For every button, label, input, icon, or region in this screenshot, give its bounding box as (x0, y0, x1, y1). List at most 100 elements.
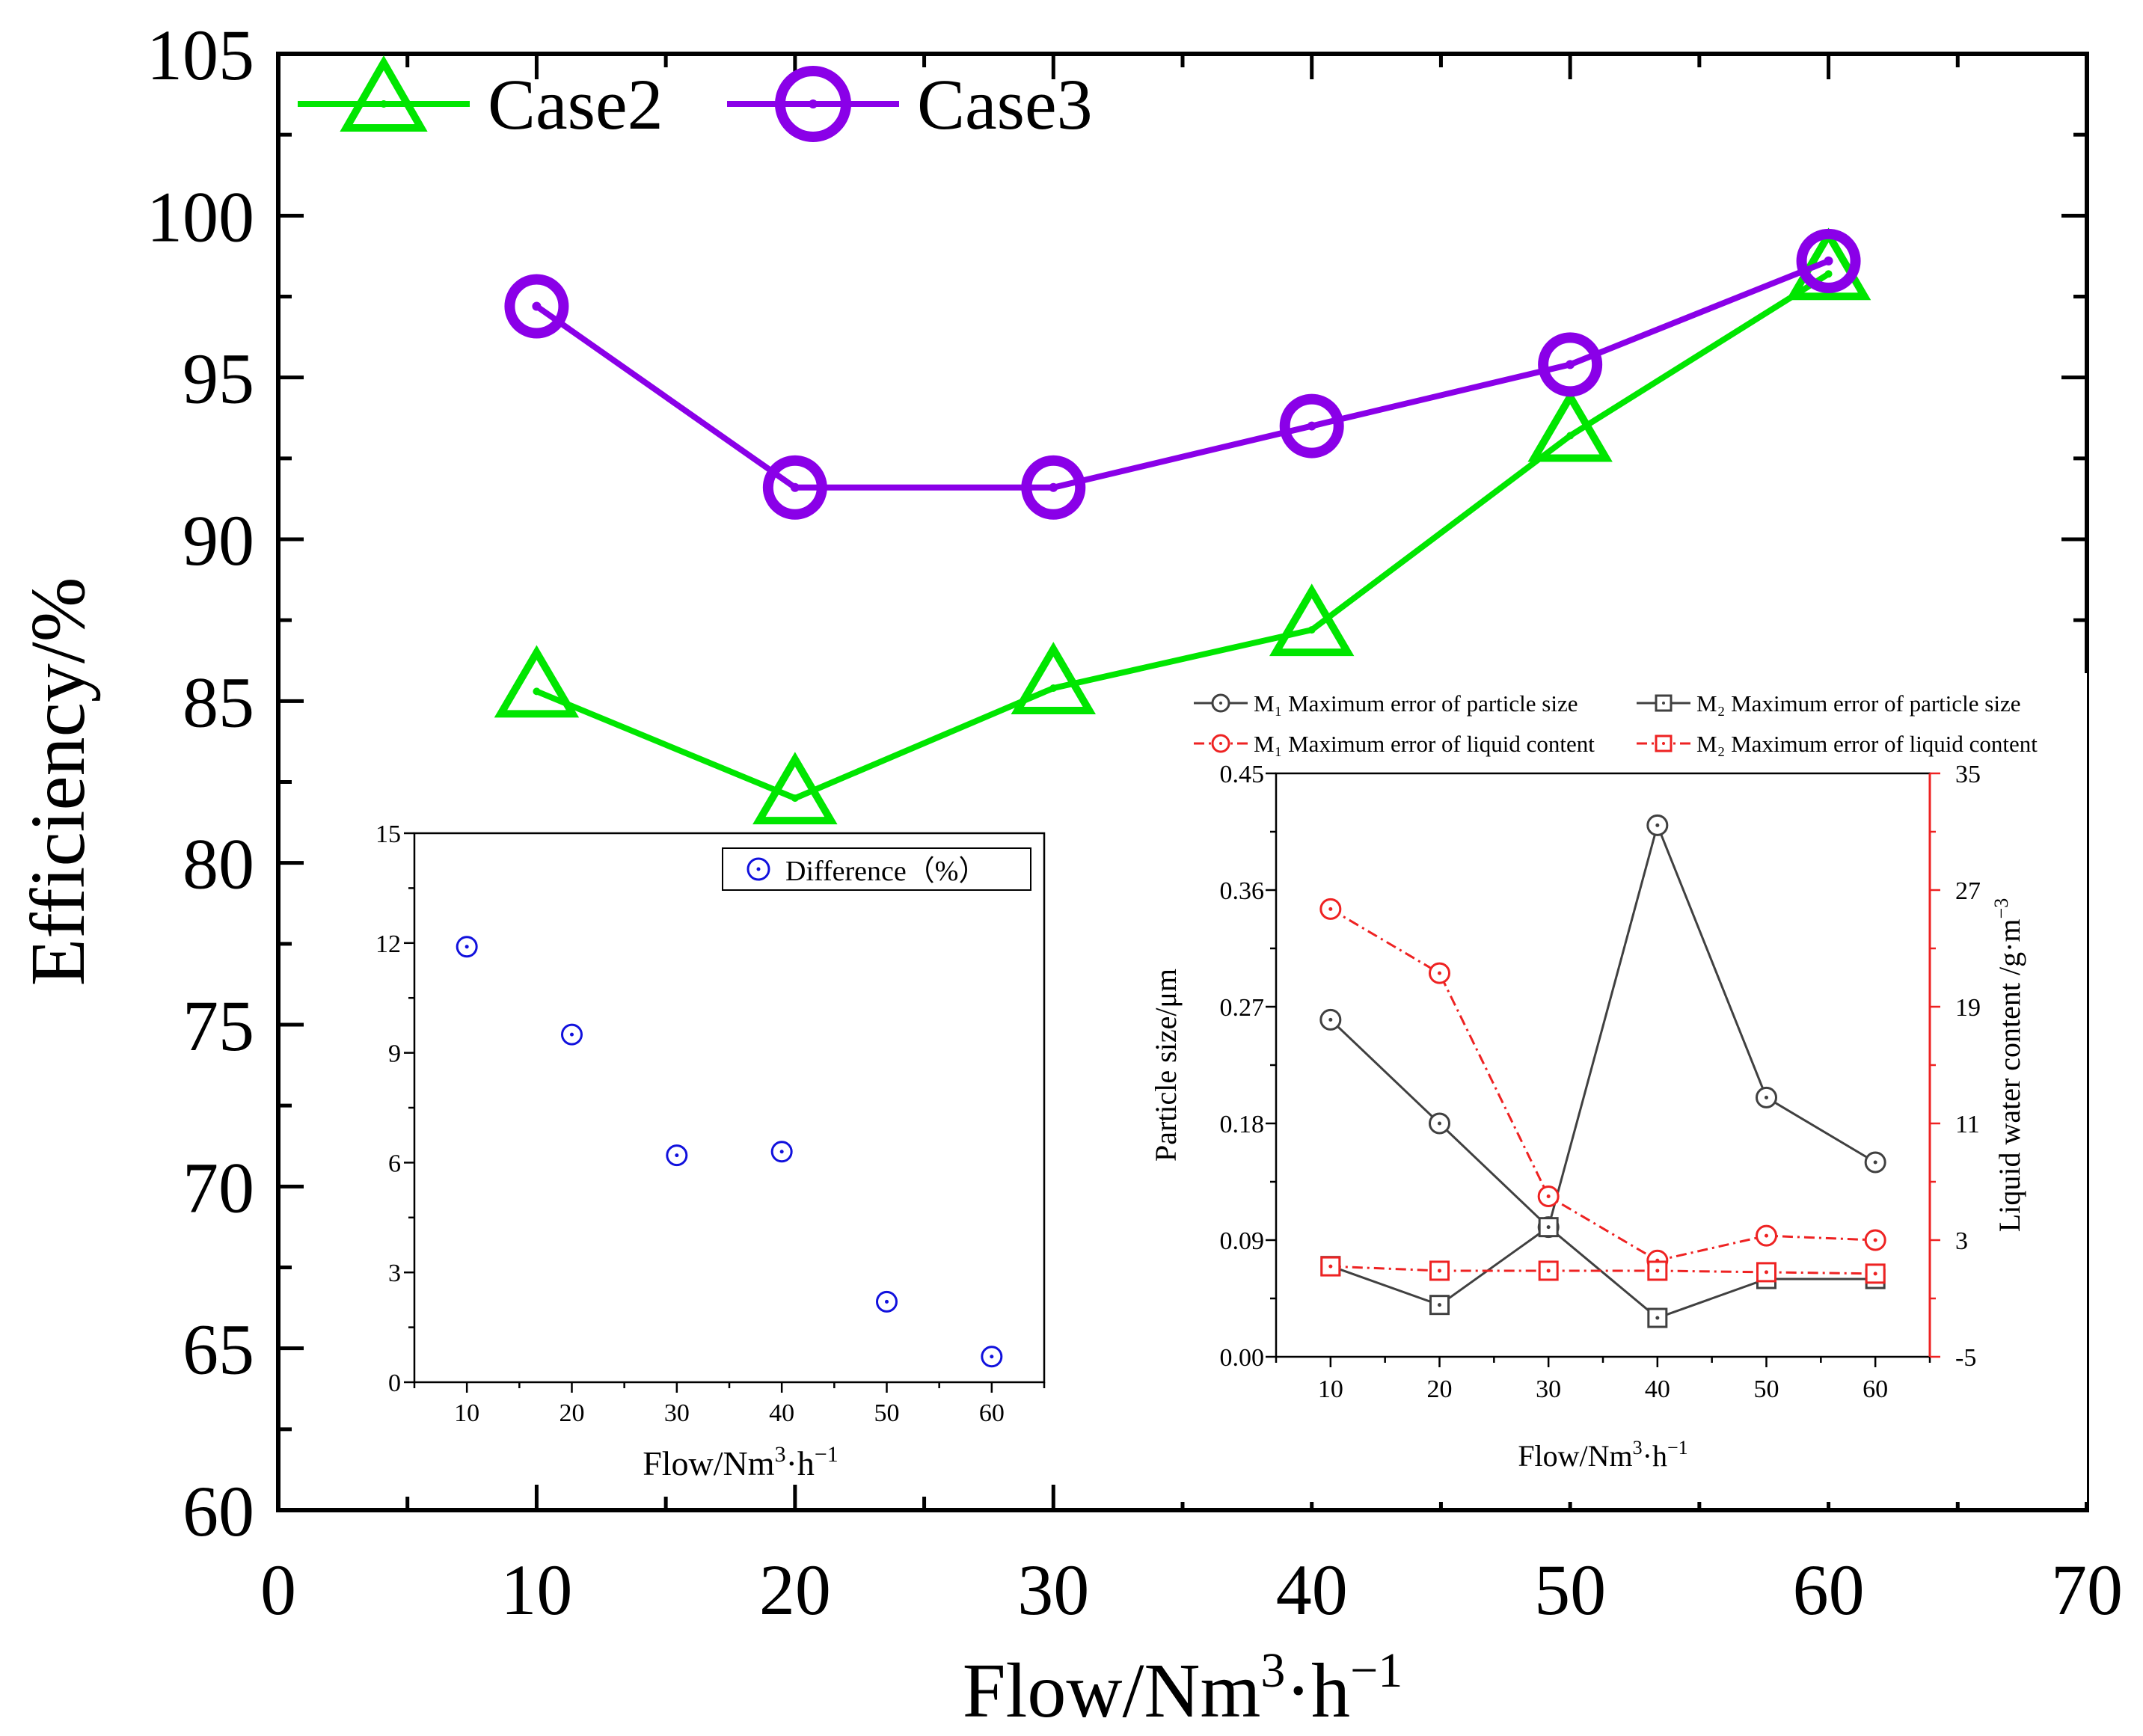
inset2-y2-tick-label: 11 (1955, 1111, 1980, 1138)
inset2-point-m1-liquid-dot (1328, 907, 1333, 911)
inset2-x-tick-label: 60 (1863, 1375, 1888, 1403)
inset2-y2-axis-title: Liquid water content /g·m−3 (1990, 898, 2026, 1232)
inset2-point-m2-particle (1647, 1307, 1668, 1328)
inset1-point-difference (561, 1023, 583, 1046)
main-point-case3-dot (1824, 256, 1833, 266)
main-point-case2-dot (1824, 270, 1833, 278)
inset1-point-difference-dot (465, 945, 469, 949)
inset2-point-m1-liquid-dot (1546, 1194, 1551, 1198)
main-x-tick-label: 20 (759, 1550, 831, 1630)
main-point-case3-dot (790, 482, 800, 492)
main-point-case2-dot (1566, 432, 1575, 440)
main-point-case2 (1269, 583, 1355, 657)
inset2-y-axis-title: Particle size/μm (1149, 969, 1183, 1162)
main-series-line-case3 (535, 258, 1830, 491)
main-y-tick-labels: 60 65 70 75 80 85 90 95 100 105 (147, 15, 254, 1551)
inset2-series-line-m1-particle (1329, 821, 1876, 1230)
main-point-case3 (1796, 228, 1861, 293)
inset2-legend-m2-liquid-label: M₂ Maximum error of liquid content (1696, 731, 2038, 757)
inset2-point-m2-particle-dot (1546, 1225, 1551, 1230)
main-point-case3 (504, 274, 569, 339)
main-x-tick-label: 0 (260, 1550, 296, 1630)
main-x-tick-label: 50 (1534, 1550, 1606, 1630)
inset2-x-axis-title: Flow/Nm3·h−1 (1518, 1437, 1687, 1473)
main-point-case3 (1538, 332, 1603, 397)
inset2-point-m1-particle-dot (1873, 1160, 1877, 1165)
inset1-x-tick-labels: 10 20 30 40 50 60 (454, 1399, 1005, 1427)
legend-case3-label: Case3 (917, 64, 1093, 144)
inset2-legend-m1-liquid-label: M₁ Maximum error of liquid content (1254, 731, 1595, 757)
inset2-background (1146, 673, 2087, 1502)
inset2-legend-m1-liquid-dot (1219, 742, 1222, 745)
inset1-legend-label: Difference（%） (785, 856, 987, 887)
inset2-point-m2-liquid-dot (1328, 1264, 1333, 1269)
inset1-legend-marker-dot (756, 867, 761, 871)
inset2-point-m2-liquid-dot (1655, 1269, 1660, 1273)
inset2-series-line-m2-liquid (1330, 1265, 1876, 1275)
legend-case3-marker-dot (809, 99, 818, 108)
inset2-legend-m2-particle-label: M₂ Maximum error of particle size (1696, 690, 2020, 717)
inset1-y-tick-label: 9 (388, 1040, 401, 1068)
inset2-series-line-m2-particle (1330, 1225, 1876, 1319)
main-x-tick-label: 70 (2051, 1550, 2123, 1630)
inset1-point-difference (876, 1290, 898, 1313)
main-y-tick-label: 95 (183, 339, 254, 419)
inset2-point-m2-liquid-dot (1765, 1270, 1768, 1275)
inset2-y2-tick-label: 35 (1955, 761, 1981, 788)
inset2-y-tick-label: 0.18 (1220, 1111, 1265, 1138)
main-y-tick-label: 80 (183, 824, 254, 904)
main-y-tick-label: 75 (183, 986, 254, 1066)
inset1-background (414, 833, 1044, 1382)
inset2-legend-m2-liquid-dot (1662, 742, 1665, 745)
inset2-y-tick-label: 0.36 (1220, 877, 1265, 905)
main-point-case2-dot (1049, 684, 1058, 693)
main-point-case2 (494, 645, 580, 718)
inset1-y-tick-label: 15 (375, 821, 401, 848)
inset1-x-tick-label: 60 (979, 1399, 1005, 1427)
inset1-series (456, 936, 1003, 1368)
main-y-tick-label: 65 (183, 1310, 254, 1390)
inset2-x-tick-label: 30 (1536, 1375, 1561, 1403)
inset1-point-difference-dot (885, 1299, 889, 1304)
inset2-y-tick-label: 0.45 (1220, 761, 1265, 788)
inset2-point-m2-particle-dot (1438, 1303, 1441, 1307)
main-point-case2-dot (533, 687, 541, 696)
legend-case2-marker (340, 55, 428, 132)
legend-case3-marker (775, 66, 851, 142)
inset2-point-m1-liquid-dot (1438, 971, 1441, 975)
inset2-legend-m1-particle-dot (1219, 702, 1222, 705)
inset1-point-difference (770, 1141, 793, 1163)
main-point-case3 (762, 455, 827, 520)
inset2-series-line-m1-liquid (1330, 908, 1876, 1262)
main-y-tick-label: 90 (183, 500, 254, 580)
main-series (494, 227, 1871, 825)
inset1-y-tick-label: 3 (388, 1260, 401, 1287)
main-point-case2 (752, 752, 838, 825)
legend-item-case3: Case3 (727, 64, 1093, 144)
inset2-point-m2-liquid-dot (1873, 1272, 1877, 1276)
main-x-tick-label: 30 (1017, 1550, 1089, 1630)
main-point-case2-dot (791, 794, 799, 803)
inset2-point-m1-liquid-dot (1765, 1233, 1768, 1238)
inset1-y-tick-labels: 0 3 6 9 12 15 (375, 821, 401, 1397)
inset1-legend-marker (746, 857, 770, 881)
main-point-case3-dot (1049, 482, 1058, 492)
inset2-point-m1-particle-dot (1655, 823, 1660, 827)
legend-case2-marker-dot (380, 100, 387, 108)
inset2-x-tick-label: 50 (1754, 1375, 1779, 1403)
inset1-y-tick-label: 6 (388, 1150, 401, 1177)
inset2-y2-tick-label: 3 (1955, 1227, 1968, 1255)
inset-difference-chart: 10 20 30 40 50 60 0 3 6 9 12 15 Flow/Nm3·h−1 Diffe… (375, 821, 1046, 1482)
main-y-tick-label: 100 (147, 177, 254, 257)
inset2-point-m2-particle-dot (1655, 1316, 1660, 1320)
inset1-point-difference-dot (675, 1153, 679, 1158)
inset2-x-tick-label: 40 (1645, 1375, 1670, 1403)
inset1-x-tick-label: 20 (559, 1399, 585, 1427)
inset2-y2-tick-labels: -5 3 11 19 27 35 (1955, 761, 1981, 1372)
inset2-y-tick-labels: 0.00 0.09 0.18 0.27 0.36 0.45 (1220, 761, 1265, 1372)
main-point-case3-dot (532, 301, 542, 311)
main-point-case2-dot (1307, 626, 1316, 634)
main-point-case3-dot (1307, 421, 1316, 431)
inset2-y2-tick-label: -5 (1955, 1344, 1976, 1372)
